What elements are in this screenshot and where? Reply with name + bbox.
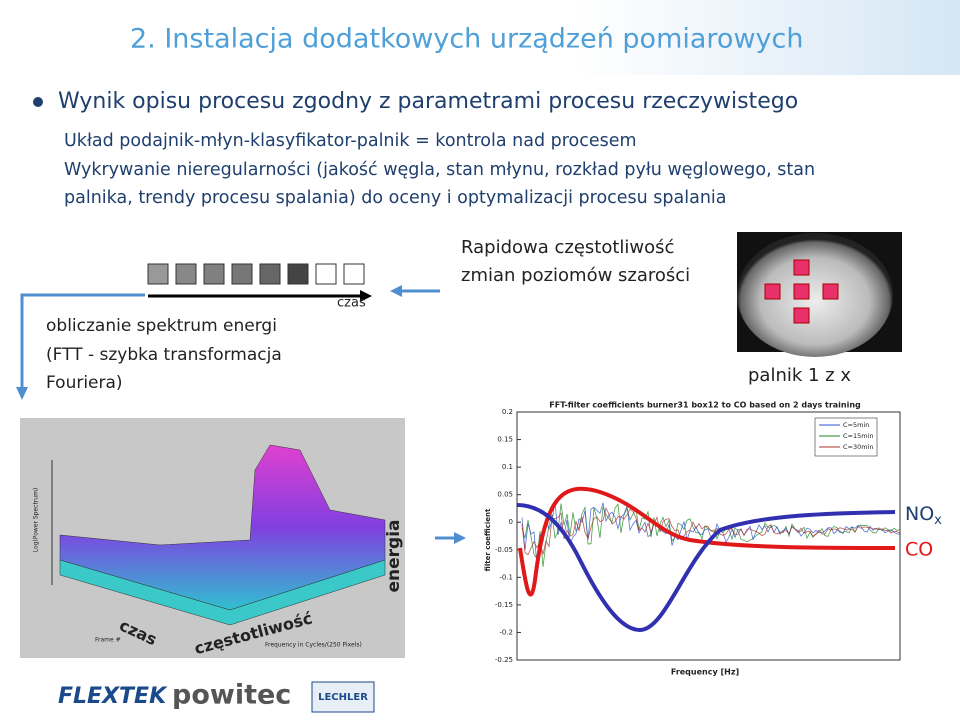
slide-title: 2. Instalacja dodatkowych urządzeń pomia…	[130, 24, 803, 55]
burner-label: palnik 1 z x	[748, 365, 851, 386]
fft-y-tick: -0.25	[495, 656, 513, 664]
logo-box	[311, 681, 375, 713]
legend-entry: C=5min	[843, 421, 869, 429]
z-label: Log(Power Spectrum)	[33, 488, 40, 553]
fft-legend	[814, 417, 878, 457]
roi-squares	[764, 259, 839, 324]
spectrum-text: Fouriera)	[46, 373, 123, 393]
frame-squares	[147, 263, 365, 285]
fft-y-tick: 0.2	[502, 408, 513, 416]
frame-square	[203, 263, 225, 285]
spectrum-text: (FTT - szybka transformacja	[46, 345, 282, 365]
title-band	[0, 0, 960, 75]
blue-arrow	[20, 293, 145, 388]
co-curve	[518, 486, 896, 597]
frame-square	[315, 263, 337, 285]
y-label: Frame #	[95, 637, 121, 644]
fft-x-label: Frequency [Hz]	[671, 668, 739, 677]
rapid-text: zmian poziomów szarości	[461, 265, 690, 286]
flame	[737, 233, 893, 357]
fft-y-tick: 0.15	[497, 436, 513, 444]
co-label: CO	[905, 539, 933, 561]
frame-square	[287, 263, 309, 285]
fft-chart: FFT-filter coefficients burner31 box12 t…	[484, 400, 901, 680]
frame-square	[175, 263, 197, 285]
nox-label: NOx	[905, 503, 942, 528]
arrow-head	[390, 285, 402, 297]
fft-y-label: filter coefficient	[484, 508, 492, 571]
fft-y-tick: -0.1	[499, 573, 513, 581]
arrow-head	[454, 532, 466, 544]
time-label: czas	[337, 296, 366, 311]
fft-frame	[516, 411, 901, 661]
fft-noise-line	[521, 507, 901, 556]
fft-y-tick: -0.05	[495, 546, 513, 554]
nox-sub: x	[934, 513, 942, 528]
subline: palnika, trendy procesu spalania) do oce…	[64, 188, 727, 208]
fft-y-tick: 0	[509, 518, 513, 526]
logo-lechler: LECHLER	[318, 692, 368, 703]
fft-y-tick: -0.15	[495, 601, 513, 609]
legend-entry: C=30min	[843, 443, 874, 451]
frame-square	[343, 263, 365, 285]
frame-square	[259, 263, 281, 285]
axis-energy: energia	[384, 519, 404, 592]
fft-y-tick: -0.2	[499, 628, 513, 636]
nox: NO	[905, 503, 934, 525]
arrow-head	[360, 290, 372, 302]
x-label: Frequency in Cycles/(250 Pixels)	[265, 642, 362, 649]
frame-square	[231, 263, 253, 285]
frame-square	[147, 263, 169, 285]
subline: Układ podajnik-młyn-klasyfikator-palnik …	[64, 131, 637, 151]
subline: Wykrywanie nieregularności (jakość węgla…	[64, 160, 815, 180]
surface-base	[59, 559, 386, 626]
logo-powitec: powitec	[172, 680, 291, 711]
legend-entry: C=15min	[843, 432, 874, 440]
arrow-head	[16, 387, 28, 400]
bullet-text: Wynik opisu procesu zgodny z parametrami…	[58, 89, 798, 114]
fft-y-tick: 0.05	[497, 491, 513, 499]
rapid-text: Rapidowa częstotliwość	[461, 237, 674, 258]
fft-title: FFT-filter coefficients burner31 box12 t…	[549, 401, 861, 410]
spectrum-text: obliczanie spektrum energi	[46, 316, 277, 336]
nox-curve	[516, 503, 896, 633]
bullet-dot	[33, 97, 43, 107]
fft-y-tick: 0.1	[502, 463, 513, 471]
logo-flextek: FLEXTEK	[58, 684, 168, 709]
